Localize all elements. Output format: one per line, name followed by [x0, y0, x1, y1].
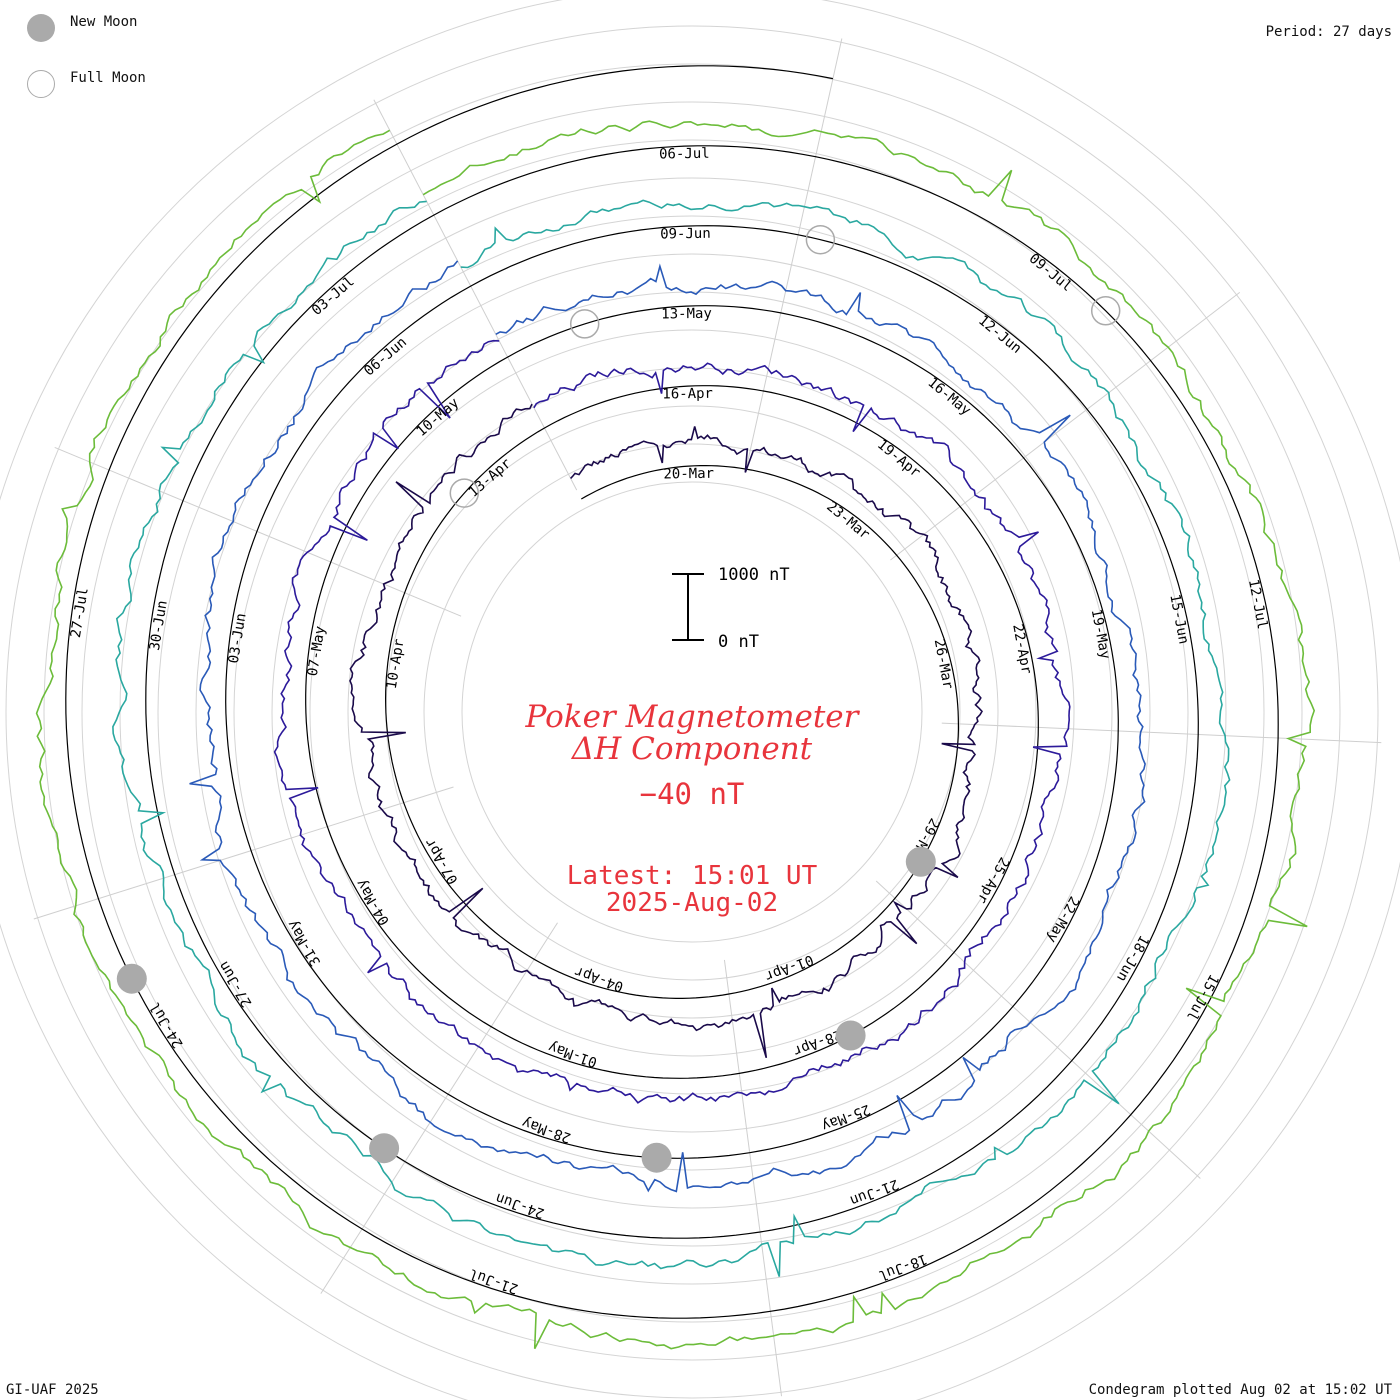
- trace-rotation-1: [349, 403, 983, 1059]
- grid-spoke: [320, 922, 558, 1294]
- grid-ring: [423, 443, 961, 981]
- new-moon-legend-label: New Moon: [70, 14, 138, 30]
- grid-spokes: [33, 38, 1382, 1397]
- full-moon-marker: [569, 309, 600, 339]
- full-moon-marker: [1090, 296, 1121, 326]
- grid-ring: [233, 253, 1151, 1171]
- date-label: 22-Apr: [1009, 623, 1034, 676]
- grid-spoke: [745, 38, 843, 469]
- grid-spoke: [875, 880, 1201, 1179]
- date-label: 04-May: [353, 876, 393, 928]
- credit-label: GI-UAF 2025: [6, 1382, 99, 1398]
- date-label: 22-May: [1043, 893, 1082, 945]
- date-label: 06-Jul: [659, 146, 710, 163]
- date-label: 20-Mar: [663, 466, 714, 483]
- grid-spoke: [373, 99, 578, 491]
- date-label: 28-Apr: [791, 1026, 844, 1059]
- trace-rotation-3: [189, 260, 1146, 1193]
- date-label: 23-Mar: [823, 499, 872, 543]
- date-label: 15-Jun: [1166, 593, 1191, 646]
- grid-ring: [157, 177, 1227, 1247]
- plotted-timestamp: Condegram plotted Aug 02 at 15:02 UT: [1088, 1382, 1392, 1398]
- date-label: 27-Jul: [68, 587, 92, 639]
- date-label: 30-Jun: [147, 599, 171, 651]
- grid-ring: [195, 215, 1189, 1209]
- baseline-spiral: [65, 65, 1279, 1319]
- date-label: 16-Apr: [662, 386, 713, 403]
- date-label: 01-Apr: [763, 951, 816, 984]
- center-title: Poker Magnetometer ΔH Component −40 nT L…: [525, 699, 861, 918]
- period-label: Period: 27 days: [1265, 24, 1392, 40]
- date-label: 27-Jun: [216, 958, 256, 1010]
- moon-markers: [116, 224, 1121, 1173]
- date-label: 24-Jul: [147, 999, 187, 1051]
- full-moon-marker: [805, 224, 836, 255]
- date-label: 07-Apr: [422, 835, 462, 887]
- new-moon-legend-icon: [27, 14, 55, 42]
- date-label: 10-May: [414, 395, 463, 440]
- date-label: 19-May: [1088, 608, 1113, 661]
- scale-bottom-label: 0 nT: [718, 632, 759, 652]
- latest-time: Latest: 15:01 UT: [567, 861, 818, 891]
- new-moon-marker: [641, 1142, 672, 1173]
- new-moon-marker: [905, 846, 936, 877]
- data-traces: [35, 120, 1316, 1350]
- reference-spiral: [65, 65, 1279, 1319]
- date-label: 09-Jun: [660, 226, 711, 243]
- date-label: 03-Jun: [226, 612, 250, 664]
- date-label: 18-Jul: [876, 1250, 929, 1283]
- date-label: 12-Jun: [975, 313, 1024, 357]
- date-label: 15-Jul: [1183, 971, 1222, 1023]
- full-moon-legend-icon: [27, 70, 55, 98]
- trace-rotation-4: [112, 199, 1231, 1277]
- grid-ring: [81, 101, 1303, 1323]
- date-label: 28-May: [520, 1114, 573, 1146]
- date-label: 09-Jul: [1026, 251, 1075, 295]
- grid-ring: [5, 25, 1379, 1399]
- date-label: 31-May: [285, 917, 325, 969]
- date-label: 13-Apr: [466, 455, 515, 500]
- date-label: 24-Jun: [494, 1189, 547, 1221]
- date-label: 07-May: [305, 625, 329, 677]
- new-moon-marker: [369, 1133, 400, 1164]
- current-value: −40 nT: [640, 777, 745, 811]
- station-title: Poker Magnetometer: [525, 699, 861, 735]
- grid-spoke: [890, 291, 1241, 561]
- scale-top-label: 1000 nT: [718, 565, 790, 585]
- grid-ring: [461, 481, 923, 943]
- grid-spoke: [54, 447, 462, 617]
- new-moon-marker: [116, 963, 147, 994]
- full-moon-legend-label: Full Moon: [70, 70, 146, 86]
- date-label: 21-Jul: [467, 1265, 520, 1297]
- date-label: 25-Apr: [973, 854, 1012, 906]
- date-label: 10-Apr: [384, 638, 408, 690]
- grid-ring: [43, 63, 1341, 1361]
- grid-spoke: [941, 722, 1382, 744]
- new-moon-marker: [835, 1020, 866, 1051]
- date-label: 01-May: [546, 1038, 599, 1070]
- full-moon-marker: [449, 478, 480, 508]
- date-label: 04-Apr: [573, 963, 626, 995]
- component-title: ΔH Component: [571, 731, 813, 767]
- date-label: 19-Apr: [874, 437, 923, 481]
- latest-date: 2025-Aug-02: [606, 888, 778, 918]
- trace-rotation-5: [35, 120, 1316, 1350]
- trace-rotation-2: [273, 339, 1071, 1104]
- date-label: 13-May: [661, 306, 712, 323]
- grid-spoke: [33, 786, 454, 920]
- scale-bar: 1000 nT 0 nT: [672, 565, 790, 652]
- date-label: 12-Jul: [1245, 578, 1270, 631]
- grid-spoke: [723, 959, 783, 1397]
- date-label: 25-May: [819, 1101, 872, 1134]
